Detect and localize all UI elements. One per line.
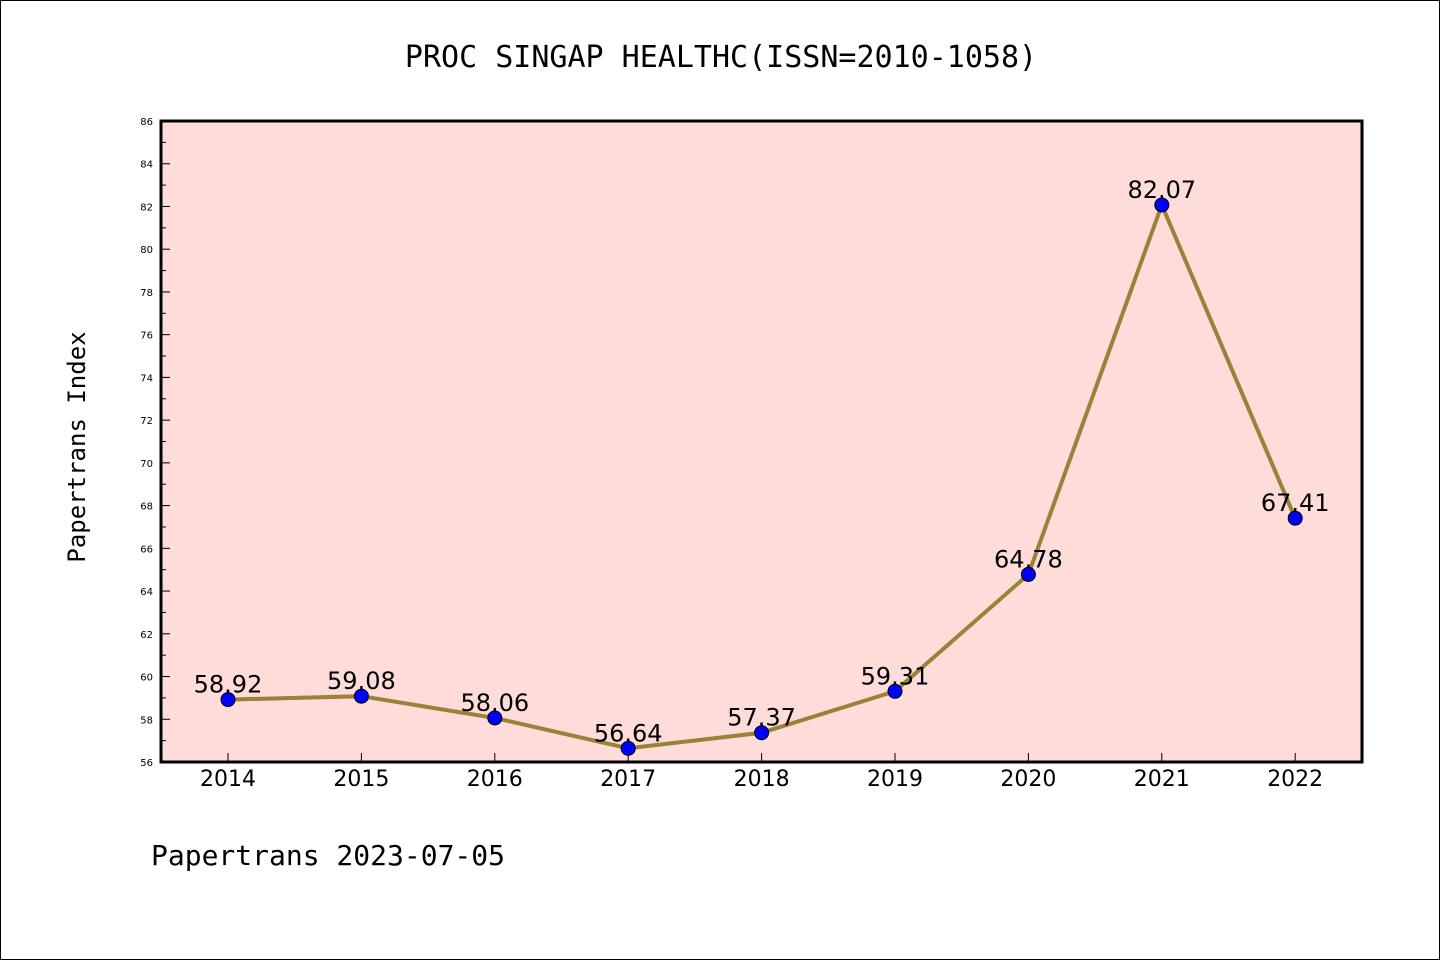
data-point-marker	[487, 710, 503, 726]
y-tick-label: 72	[140, 416, 153, 427]
y-tick-label: 58	[140, 715, 153, 726]
x-tick-label: 2016	[467, 767, 523, 792]
y-tick-label: 68	[140, 502, 153, 513]
x-tick-label: 2017	[600, 767, 656, 792]
data-point-label: 59.31	[861, 662, 930, 690]
chart-title: PROC SINGAP HEALTHC(ISSN=2010-1058)	[405, 40, 1037, 75]
x-tick-label: 2018	[734, 767, 790, 792]
series-layer: 58.92 59.08 58.06 56.64 57.37 59.31 64.78 82.07…	[194, 176, 1330, 756]
y-axis-label: Papertrans Index	[63, 331, 91, 562]
y-tick-label: 62	[140, 630, 153, 641]
x-tick-label: 2015	[333, 767, 389, 792]
y-tick-label: 86	[140, 117, 153, 128]
y-tick-label: 80	[140, 245, 153, 256]
y-axis-ticks: 56 58 60 62 64 66 68 70 72 74 76 78 80 82 84 86	[140, 117, 170, 769]
footer-date: Papertrans 2023-07-05	[151, 839, 505, 872]
y-tick-label: 60	[140, 673, 153, 684]
data-point-label: 67.41	[1261, 489, 1330, 517]
x-tick-label: 2021	[1134, 767, 1190, 792]
data-point-marker	[220, 692, 236, 708]
y-tick-label: 70	[140, 459, 153, 470]
x-tick-label: 2020	[1000, 767, 1056, 792]
x-tick-label: 2022	[1267, 767, 1323, 792]
data-point-label: 58.92	[194, 671, 263, 699]
data-point-label: 57.37	[727, 704, 796, 732]
data-point-label: 58.06	[460, 689, 529, 717]
data-point-marker	[1287, 510, 1303, 526]
y-tick-label: 84	[140, 160, 153, 171]
x-axis-ticks: 2014 2015 2016 2017 2018 2019 2020 2021 2022	[200, 753, 1323, 792]
y-tick-label: 64	[140, 587, 153, 598]
y-tick-label: 76	[140, 331, 153, 342]
data-point-label: 82.07	[1127, 176, 1196, 204]
data-point-label: 64.78	[994, 545, 1063, 573]
data-point-marker	[353, 688, 369, 704]
plot-area	[159, 119, 1364, 764]
x-tick-label: 2019	[867, 767, 923, 792]
y-tick-label: 56	[140, 758, 153, 769]
y-tick-label: 78	[140, 288, 153, 299]
y-tick-label: 82	[140, 202, 153, 213]
y-tick-label: 66	[140, 544, 153, 555]
data-point-marker	[620, 740, 636, 756]
data-point-marker	[887, 683, 903, 699]
data-point-marker	[754, 725, 770, 741]
x-tick-label: 2014	[200, 767, 256, 792]
y-tick-label: 74	[140, 373, 153, 384]
data-point-marker	[1020, 566, 1036, 582]
data-point-marker	[1154, 197, 1170, 213]
data-point-label: 59.08	[327, 667, 396, 695]
data-point-label: 56.64	[594, 719, 663, 747]
